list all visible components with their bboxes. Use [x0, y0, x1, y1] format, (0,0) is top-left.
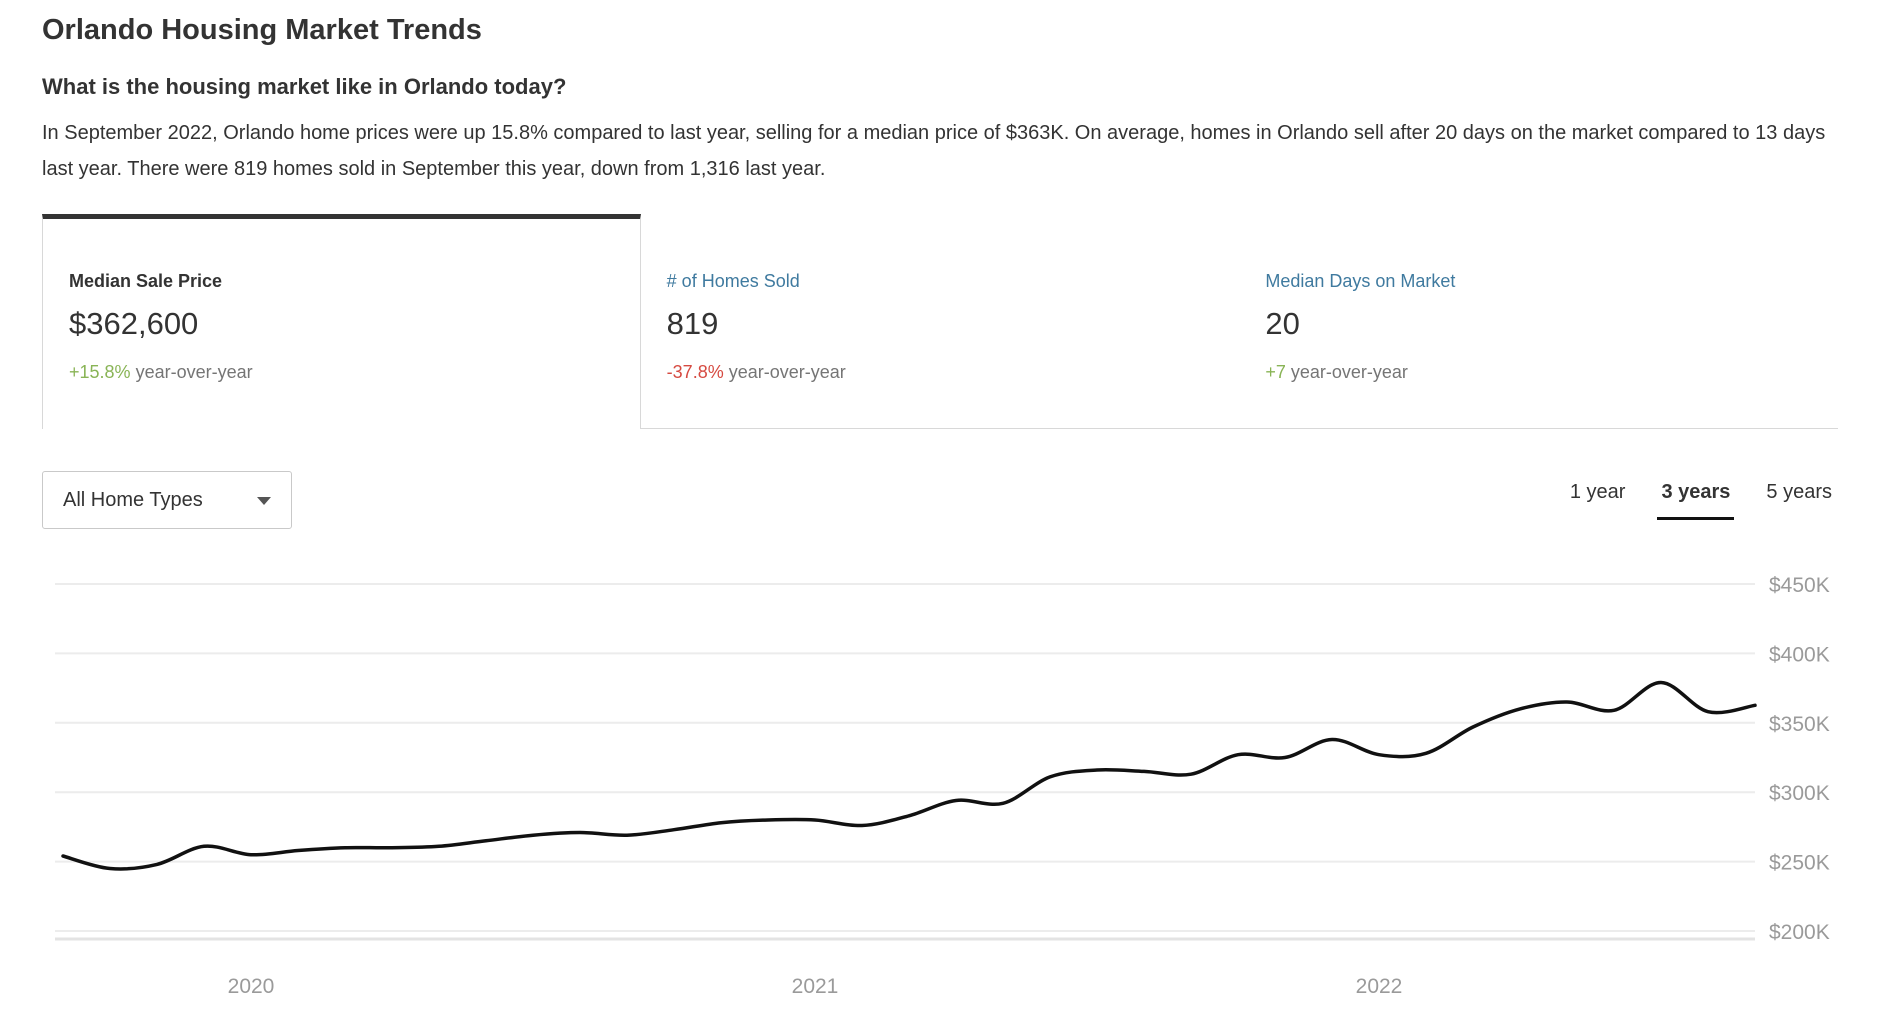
- tab-label: Median Days on Market: [1265, 271, 1456, 291]
- range-3-years[interactable]: 3 years: [1657, 481, 1735, 520]
- home-type-dropdown[interactable]: All Home Types: [42, 471, 292, 529]
- tab-median-sale-price[interactable]: Median Sale Price $362,600 +15.8% year-o…: [42, 214, 641, 429]
- tab-delta: -37.8% year-over-year: [667, 362, 1240, 383]
- range-5-years[interactable]: 5 years: [1766, 480, 1832, 503]
- y-axis-label: $250K: [1769, 852, 1830, 875]
- tab-value: 819: [666, 306, 719, 341]
- range-1-year[interactable]: 1 year: [1569, 480, 1626, 503]
- x-axis-label: 2020: [228, 975, 275, 998]
- y-axis-label: $350K: [1769, 713, 1830, 736]
- delta-suffix: year-over-year: [723, 362, 846, 382]
- market-question: What is the housing market like in Orlan…: [42, 74, 567, 99]
- price-history-chart: $450K $400K $350K $300K $250K $200K 2020 2021 20…: [0, 547, 1886, 1017]
- x-axis-label: 2022: [1356, 975, 1403, 998]
- metric-tabs: Median Sale Price $362,600 +15.8% year-o…: [42, 214, 1839, 429]
- page-title: Orlando Housing Market Trends: [42, 14, 482, 46]
- y-axis-label: $200K: [1769, 921, 1830, 944]
- price-history-chart-svg: $450K $400K $350K $300K $250K $200K 2020 2021 20…: [55, 574, 1830, 998]
- chart-controls: All Home Types 1 year 3 years 5 years: [42, 471, 1838, 529]
- y-axis-label: $300K: [1769, 782, 1830, 805]
- tab-value: $362,600: [69, 306, 199, 341]
- tab-homes-sold[interactable]: # of Homes Sold 819 -37.8% year-over-yea…: [640, 214, 1240, 429]
- market-trends-page: Orlando Housing Market Trends What is th…: [42, 14, 1839, 529]
- tab-delta: +15.8% year-over-year: [69, 362, 640, 383]
- delta-suffix: year-over-year: [1285, 362, 1408, 382]
- tab-label: # of Homes Sold: [666, 271, 800, 291]
- market-summary: In September 2022, Orlando home prices w…: [42, 122, 1826, 180]
- delta-suffix: year-over-year: [130, 362, 253, 382]
- tab-value: 20: [1265, 306, 1300, 341]
- median-sale-price-line: [61, 680, 1757, 871]
- delta-value: +7: [1265, 362, 1286, 382]
- y-axis-label: $400K: [1769, 643, 1830, 666]
- x-axis-label: 2021: [792, 975, 839, 998]
- time-range-selector: 1 year 3 years 5 years: [1566, 481, 1836, 520]
- delta-value: -37.8%: [666, 362, 724, 382]
- delta-value: +15.8%: [69, 362, 131, 382]
- tab-delta: +7 year-over-year: [1265, 362, 1838, 383]
- chevron-down-icon: [257, 497, 271, 505]
- tab-label: Median Sale Price: [69, 271, 223, 291]
- y-axis-label: $450K: [1769, 574, 1830, 597]
- home-type-dropdown-value: All Home Types: [63, 488, 203, 511]
- tab-median-days-on-market[interactable]: Median Days on Market 20 +7 year-over-ye…: [1239, 214, 1839, 429]
